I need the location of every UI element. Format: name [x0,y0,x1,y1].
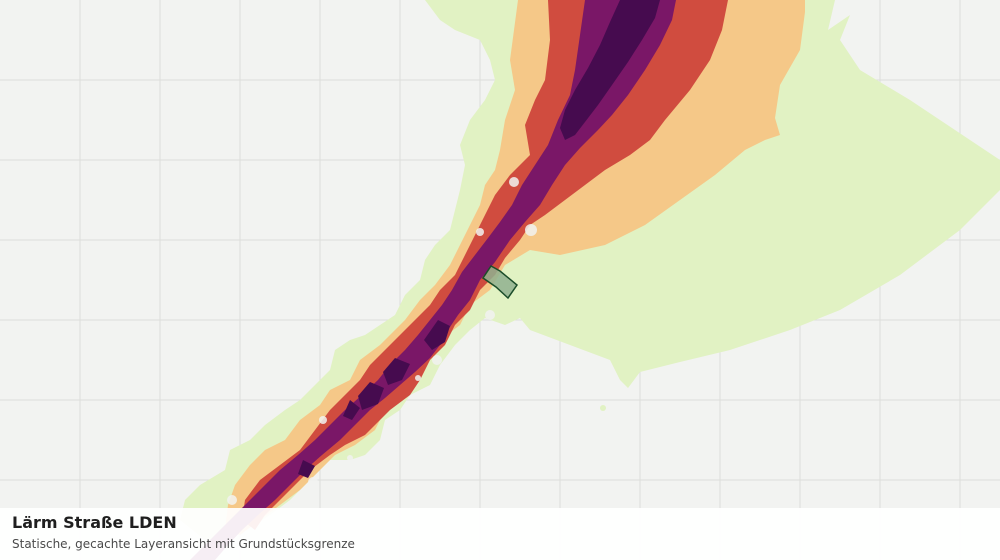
map-caption: Lärm Straße LDEN Statische, gecachte Lay… [0,508,1000,560]
noise-zone-highest [298,0,660,478]
parcel-boundary[interactable] [481,265,519,300]
layer-title: Lärm Straße LDEN [12,513,177,532]
layer-subtitle: Statische, gecachte Layeransicht mit Gru… [12,537,355,551]
noise-zone-high [190,0,676,560]
noise-gaps [227,177,537,505]
